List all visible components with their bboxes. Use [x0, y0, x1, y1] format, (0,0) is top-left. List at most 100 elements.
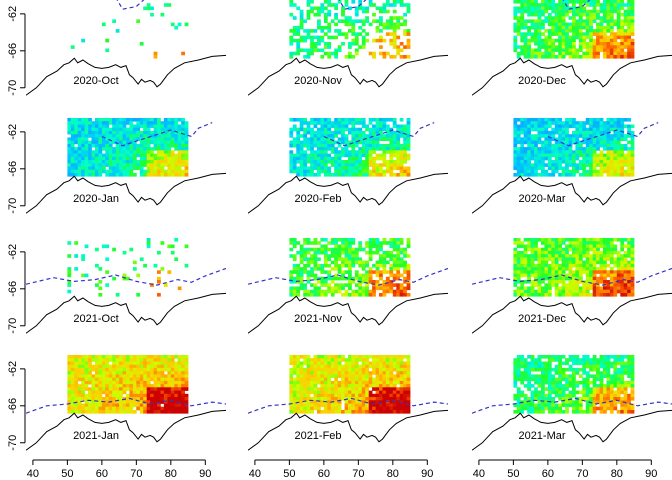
heatmap-cell [568, 48, 573, 53]
heatmap-cell [578, 150, 583, 154]
heatmap-cell [330, 390, 335, 395]
heatmap-cell [170, 169, 175, 174]
heatmap-cell [313, 364, 318, 369]
heatmap-cell [88, 364, 92, 369]
heatmap-cell [358, 377, 363, 382]
heatmap-cell [592, 147, 597, 151]
heatmap-cell [74, 377, 79, 382]
heatmap-cell [396, 150, 401, 154]
heatmap-cell [361, 247, 366, 252]
heatmap-cell [399, 160, 404, 164]
heatmap-cell [527, 270, 531, 274]
heatmap-cell [582, 153, 587, 158]
heatmap-cell [320, 140, 325, 145]
heatmap-cell [143, 377, 147, 382]
heatmap-cell [344, 289, 349, 294]
heatmap-cell [585, 143, 590, 148]
heatmap-cell [399, 134, 404, 138]
heatmap-cell [163, 134, 168, 138]
heatmap-cell [516, 140, 521, 145]
heatmap-cell [341, 276, 345, 281]
heatmap-cell [132, 163, 137, 167]
heatmap-cell [592, 238, 597, 242]
heatmap-cell [296, 355, 301, 359]
heatmap-cell [627, 32, 631, 36]
heatmap-cell [606, 9, 611, 14]
heatmap-cell [520, 35, 525, 40]
heatmap-cell [523, 147, 528, 151]
heatmap-cell [372, 283, 376, 287]
heatmap-cells [289, 238, 411, 297]
heatmap-cell [299, 397, 304, 401]
heatmap-cell [523, 247, 528, 252]
heatmap-cell [561, 276, 566, 281]
heatmap-cell [129, 118, 134, 122]
heatmap-cell [170, 160, 175, 164]
heatmap-cell [392, 238, 397, 242]
heatmap-cell [379, 173, 383, 177]
heatmap-cell [385, 147, 390, 151]
heatmap-cell [74, 166, 79, 171]
heatmap-cell [596, 169, 600, 174]
heatmap-cell [365, 364, 369, 369]
heatmap-cell [379, 29, 383, 33]
heatmap-cell [572, 355, 576, 359]
heatmap-cell [150, 150, 154, 154]
heatmap-cell [292, 361, 297, 366]
heatmap-cell [146, 140, 151, 145]
heatmap-cell [160, 127, 165, 132]
heatmap-cell [403, 371, 407, 375]
heatmap-cell [354, 169, 359, 174]
heatmap-cell [565, 273, 569, 278]
heatmap-cell [541, 0, 545, 4]
heatmap-cell [126, 150, 130, 154]
heatmap-cell [389, 250, 394, 255]
heatmap-cell [108, 150, 113, 154]
heatmap-cell [565, 6, 569, 11]
heatmap-cell [375, 140, 380, 145]
heatmap-cell [375, 250, 380, 255]
heatmap-cell [609, 247, 614, 252]
heatmap-cell [616, 150, 621, 154]
heatmap-cell [592, 38, 597, 43]
heatmap-cell [136, 367, 141, 372]
heatmap-cell [596, 156, 600, 161]
heatmap-cell [596, 42, 600, 46]
heatmap-cell [323, 134, 328, 138]
heatmap-cell [348, 273, 352, 278]
heatmap-cell [153, 51, 158, 56]
heatmap-cell [327, 143, 332, 148]
heatmap-cell [157, 270, 161, 274]
heatmap-cell [296, 130, 301, 135]
heatmap-cell [599, 3, 604, 7]
heatmap-cell [306, 9, 311, 14]
heatmap-cell [630, 267, 635, 271]
heatmap-cell [572, 55, 576, 59]
heatmap-cell [530, 140, 535, 145]
heatmap-cell [163, 393, 168, 398]
heatmap-cell [541, 121, 545, 125]
heatmap-cell [406, 387, 411, 391]
heatmap-cell [520, 173, 525, 177]
heatmap-cell [361, 166, 366, 171]
heatmap-cell [119, 355, 123, 359]
heatmap-cell [184, 160, 189, 164]
heatmap-cell [558, 134, 562, 138]
heatmap-cell [368, 273, 373, 278]
heatmap-cell [565, 147, 569, 151]
heatmap-cell [541, 289, 545, 294]
heatmap-cell [105, 377, 110, 382]
heatmap-cell [379, 380, 383, 385]
heatmap-cell [136, 153, 141, 158]
heatmap-cell [330, 380, 335, 385]
heatmap-cell [551, 19, 556, 23]
heatmap-cell [513, 241, 518, 245]
heatmap-cell [361, 6, 366, 11]
heatmap-cell [74, 134, 79, 138]
heatmap-cell [174, 153, 179, 158]
heatmap-cell [358, 393, 363, 398]
heatmap-cell [620, 260, 625, 265]
heatmap-cell [627, 153, 631, 158]
heatmap-cell [365, 140, 369, 145]
ice-edge-line [116, 0, 145, 10]
